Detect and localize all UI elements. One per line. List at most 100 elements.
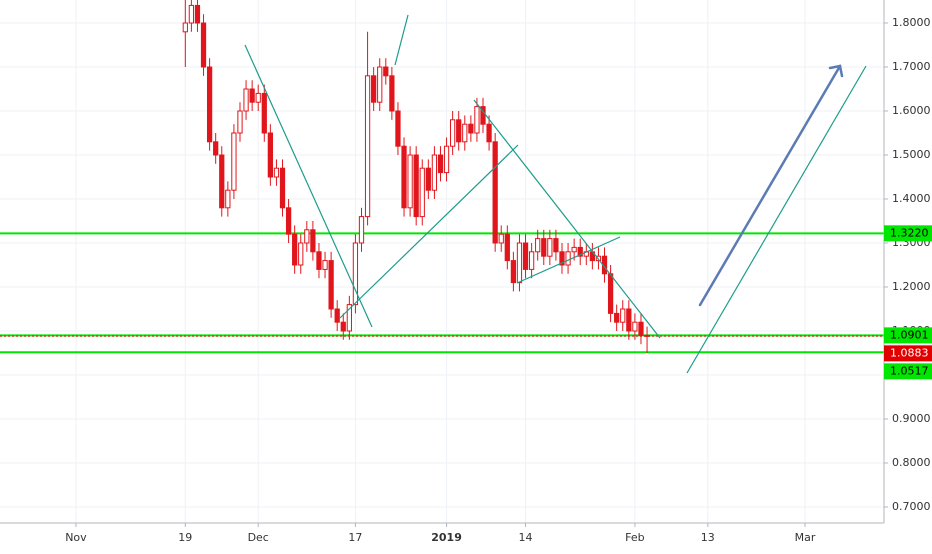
candle-body — [243, 88, 249, 112]
x-tick-label: 19 — [178, 531, 192, 544]
candle-body — [522, 242, 529, 270]
candle-body — [431, 154, 438, 191]
y-tick-label: 0.9000 — [892, 412, 931, 425]
candle-body — [571, 246, 577, 253]
candle-body — [383, 66, 389, 77]
trend-line — [244, 44, 373, 328]
y-tick-label: 1.4000 — [892, 192, 931, 205]
candle-body — [273, 167, 280, 178]
candle-body — [492, 141, 498, 244]
candle-body — [188, 4, 195, 24]
x-tick-label: Nov — [65, 531, 87, 544]
candle-body — [279, 167, 286, 209]
candle-body — [577, 246, 583, 257]
level-label-bg — [884, 363, 932, 380]
x-tick-label: 13 — [701, 531, 715, 544]
candle-body — [231, 132, 237, 191]
candle-body — [559, 251, 565, 266]
x-tick-label: 14 — [519, 531, 533, 544]
candle-body — [371, 75, 377, 103]
level-label: 1.0517 — [890, 364, 929, 377]
candle-body — [298, 242, 304, 266]
candle-body — [255, 92, 261, 103]
candle-body — [510, 260, 517, 284]
x-tick-label: 2019 — [431, 531, 462, 544]
candle-body — [486, 123, 492, 143]
candle-body — [528, 251, 535, 270]
x-tick-label: Feb — [625, 531, 644, 544]
candle-body — [340, 321, 346, 332]
candle-body — [638, 321, 644, 336]
trend-line — [516, 236, 621, 284]
candle-body — [413, 154, 419, 218]
trend-line — [394, 14, 409, 66]
y-tick-label: 1.7000 — [892, 60, 931, 73]
level-label-bg — [884, 327, 932, 344]
levels — [0, 232, 884, 354]
candle-body — [213, 141, 219, 156]
arrow — [698, 64, 844, 307]
candle-body — [389, 75, 395, 112]
candle-body — [535, 238, 541, 253]
x-tick-label: 17 — [348, 531, 362, 544]
candle-body — [249, 88, 255, 103]
candle-body — [632, 321, 638, 332]
y-tick-label: 1.8000 — [892, 16, 931, 29]
candle-body — [456, 119, 462, 143]
candle-body — [352, 242, 359, 306]
candle-body — [292, 233, 298, 266]
candle-body — [553, 238, 559, 253]
candles — [182, 0, 650, 353]
candle-body — [450, 119, 456, 147]
y-tick-label: 1.6000 — [892, 104, 931, 117]
candle-body — [377, 66, 383, 103]
x-tick-label: Dec — [248, 531, 269, 544]
level-label: 1.0901 — [890, 328, 929, 341]
candle-body — [419, 167, 425, 218]
candle-body — [395, 110, 401, 147]
level-label-bg — [884, 225, 932, 242]
candle-body — [425, 167, 431, 191]
drawings — [244, 14, 867, 374]
candle-body — [644, 334, 650, 337]
candle-body — [310, 229, 316, 253]
candle-body — [626, 308, 632, 332]
candle-body — [620, 308, 626, 323]
level-label: 1.0883 — [890, 346, 929, 359]
candle-body — [304, 229, 310, 244]
candle-body — [516, 242, 523, 284]
candle-body — [468, 123, 474, 134]
candle-body — [219, 154, 225, 209]
candle-body — [225, 189, 231, 209]
candle-body — [237, 110, 243, 134]
trend-line — [339, 144, 519, 319]
candle-body — [541, 238, 547, 257]
candle-body — [261, 92, 267, 134]
candle-body — [547, 238, 553, 257]
candle-body — [182, 22, 188, 33]
trend-line — [686, 65, 867, 374]
x-tick-label: Mar — [795, 531, 816, 544]
candle-body — [504, 233, 510, 262]
candle-body — [462, 123, 468, 143]
candle-body — [480, 106, 486, 125]
candle-body — [565, 251, 571, 266]
candle-body — [206, 66, 213, 143]
axes: 1.80001.70001.60001.50001.40001.30001.20… — [65, 16, 932, 544]
candle-body — [328, 260, 334, 310]
candle-body — [194, 4, 201, 24]
candle-body — [334, 308, 340, 323]
candle-body — [407, 154, 413, 209]
candle-body — [346, 304, 352, 332]
level-label-bg — [884, 345, 932, 362]
y-tick-label: 0.7000 — [892, 500, 931, 513]
candle-body — [316, 251, 322, 270]
candle-body — [498, 233, 504, 244]
candle-body — [614, 312, 620, 323]
arrow-shaft — [698, 64, 842, 307]
level-label: 1.3220 — [890, 226, 929, 239]
y-tick-label: 1.2000 — [892, 280, 931, 293]
